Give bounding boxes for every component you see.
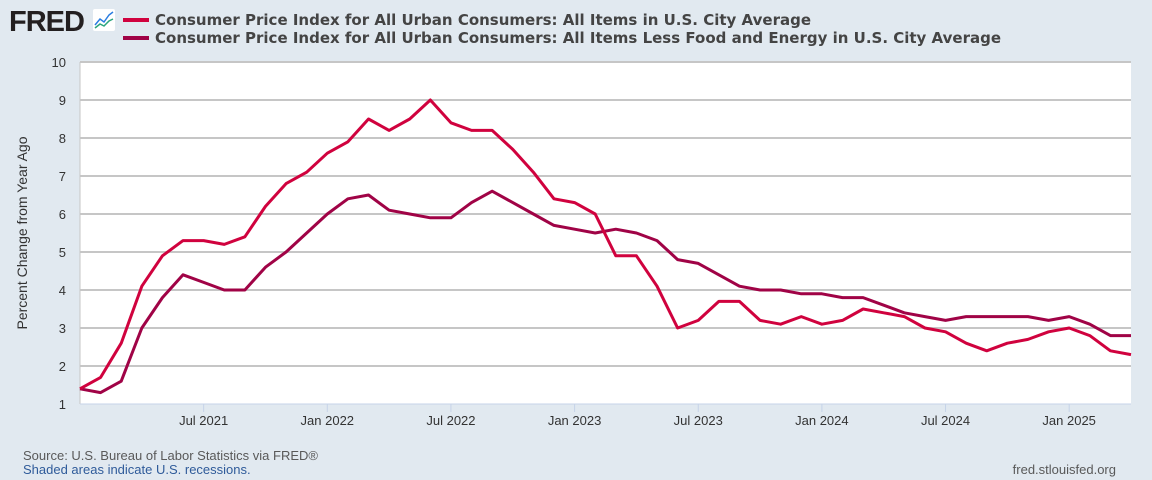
x-tick-label: Jul 2024	[921, 413, 970, 428]
recession-note[interactable]: Shaded areas indicate U.S. recessions.	[23, 462, 251, 477]
legend-item-all-items: Consumer Price Index for All Urban Consu…	[123, 11, 1001, 29]
x-tick-label: Jan 2025	[1042, 413, 1096, 428]
legend-label: Consumer Price Index for All Urban Consu…	[155, 11, 812, 29]
y-axis-label: Percent Change from Year Ago	[14, 136, 30, 329]
y-tick-label: 5	[59, 245, 66, 260]
source-note: Source: U.S. Bureau of Labor Statistics …	[23, 448, 318, 463]
y-tick-label: 1	[59, 397, 66, 412]
x-tick-label: Jan 2024	[795, 413, 849, 428]
x-tick-label: Jul 2023	[674, 413, 723, 428]
series-line-all-items	[79, 98, 1132, 391]
legend: Consumer Price Index for All Urban Consu…	[123, 11, 1001, 47]
fred-chart-icon	[93, 9, 115, 31]
legend-item-core: Consumer Price Index for All Urban Consu…	[123, 29, 1001, 47]
x-tick-label: Jan 2022	[301, 413, 355, 428]
y-tick-label: 4	[59, 283, 66, 298]
fred-url[interactable]: fred.stlouisfed.org	[1012, 462, 1116, 477]
y-tick-label: 9	[59, 93, 66, 108]
x-tick-label: Jan 2023	[548, 413, 602, 428]
legend-label: Consumer Price Index for All Urban Consu…	[155, 29, 1002, 47]
y-tick-label: 10	[52, 55, 66, 70]
y-tick-label: 7	[59, 169, 66, 184]
plot-background	[80, 62, 1131, 404]
y-tick-label: 8	[59, 131, 66, 146]
legend-swatch	[123, 18, 149, 22]
y-tick-label: 3	[59, 321, 66, 336]
legend-swatch	[123, 36, 149, 40]
y-tick-label: 6	[59, 207, 66, 222]
x-tick-label: Jul 2021	[179, 413, 228, 428]
x-tick-label: Jul 2022	[426, 413, 475, 428]
y-tick-label: 2	[59, 359, 66, 374]
series-line-core	[79, 189, 1131, 395]
fred-logo[interactable]: FRED	[9, 6, 85, 38]
